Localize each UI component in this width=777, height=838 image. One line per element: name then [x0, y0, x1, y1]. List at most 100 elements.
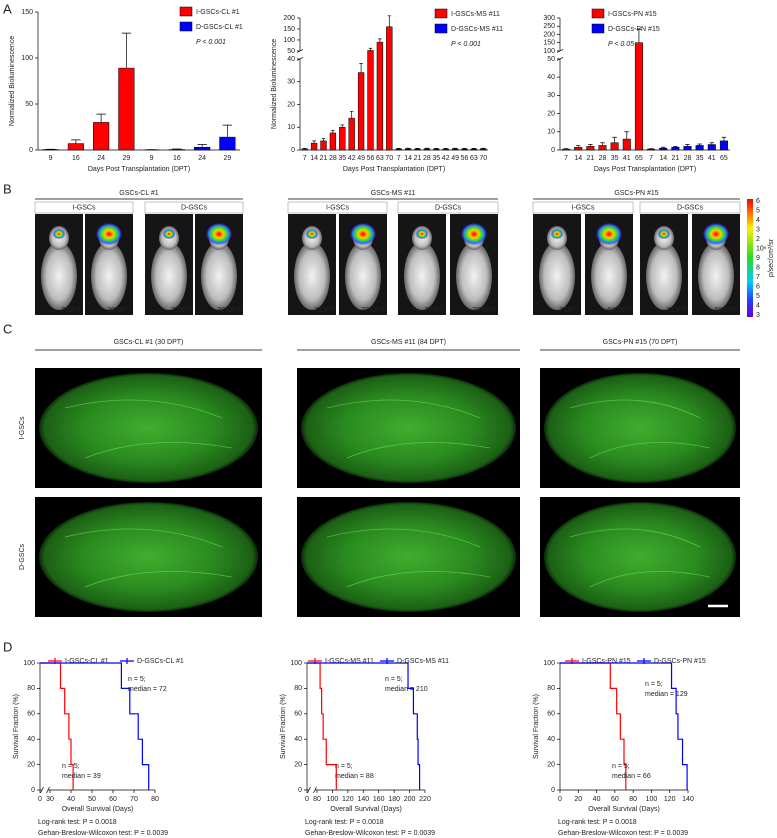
image-label: 7 DPT [424, 307, 445, 314]
signal [350, 223, 376, 245]
y-tick-label: 0 [551, 147, 555, 154]
legend-swatch [434, 8, 448, 19]
bar [480, 148, 487, 151]
y-tick-label: 10 [287, 124, 295, 131]
bar [67, 143, 84, 151]
mouse-body [151, 242, 187, 310]
colorbar-label: 7 [756, 274, 760, 281]
x-tick-label: 41 [708, 155, 716, 162]
mouse-body [698, 242, 734, 310]
mouse-body [201, 242, 237, 310]
tissue-detail [326, 528, 491, 588]
tissue-detail [569, 399, 711, 459]
legend-swatch [179, 21, 193, 32]
x-tick-label: 24 [198, 155, 206, 162]
error-bar [636, 29, 642, 43]
annotation: n = 5; [335, 763, 353, 770]
y-tick-label: 40 [287, 56, 295, 63]
bar [376, 41, 384, 151]
y-axis-label: Survival Fraction (%) [280, 694, 287, 759]
x-tick-label: 80 [629, 796, 637, 803]
bar [574, 147, 583, 151]
footnote: Gehan-Breslow-Wilcoxon test: P = 0.0039 [558, 830, 688, 837]
colorbar-label: 5 [756, 207, 760, 214]
colorbar-unit: p/sec/cm²/sr [768, 238, 775, 277]
bar [707, 144, 716, 151]
annotation: median = 66 [612, 773, 651, 780]
y-tick-label: 0 [29, 147, 33, 154]
x-tick-label: 9 [49, 155, 53, 162]
bar [442, 148, 449, 151]
y-tick-label: 100 [543, 48, 555, 55]
x-tick-label: 16 [72, 155, 80, 162]
y-tick-label: 20 [27, 761, 35, 768]
error-bar [612, 136, 617, 143]
colorbar-label: 8 [756, 264, 760, 271]
colorbar-label: 6 [756, 198, 760, 205]
y-tick-label: 10 [547, 129, 555, 136]
brain-section [39, 502, 258, 612]
error-bar [697, 143, 702, 146]
x-tick-label: 60 [109, 796, 117, 803]
legend-label: D-GSCs-CL #1 [196, 24, 243, 31]
y-tick-label: 200 [543, 31, 555, 38]
colorbar-label: 3 [756, 226, 760, 233]
axis-break [313, 786, 317, 794]
bar [301, 148, 308, 151]
y-tick-label: 0 [291, 147, 295, 154]
legend-label: I-GSCs-PN #15 [608, 11, 657, 18]
x-tick-label: 60 [611, 796, 619, 803]
signal [206, 223, 232, 245]
x-tick-label: 120 [664, 796, 676, 803]
x-tick-label: 14 [659, 155, 667, 162]
y-tick-label: 60 [27, 711, 35, 718]
bar [461, 148, 468, 151]
x-tick-label: 65 [635, 155, 643, 162]
legend-label: D-GSCs-MS #11 [451, 26, 503, 33]
y-tick-label: 250 [543, 23, 555, 30]
footnote: Log-rank test: P = 0.0018 [558, 819, 637, 826]
mouse-body [539, 242, 575, 310]
error-bar [121, 32, 132, 69]
axis-break [307, 786, 311, 794]
histology-title: GSCs-MS #11 (84 DPT) [371, 339, 446, 346]
colorbar-label: 5 [756, 293, 760, 300]
footnote: Log-rank test: P = 0.0018 [38, 819, 117, 826]
x-tick-label: 50 [88, 796, 96, 803]
error-bar [563, 148, 569, 150]
y-axis-label: Survival Fraction (%) [13, 694, 20, 759]
brain-section [301, 373, 516, 483]
image-label: 7 DPT [61, 307, 82, 314]
colorbar-label: 10⁶ [756, 245, 767, 252]
error-bar [172, 148, 182, 150]
x-tick-label: 70 [130, 796, 138, 803]
subgroup-label: I-GSCs [73, 204, 96, 211]
legend-label: I-GSCs-CL #1 [196, 9, 240, 16]
survival-curve [40, 662, 74, 790]
bar [622, 138, 631, 151]
x-axis-label: Days Post Transplantation (DPT) [343, 166, 445, 173]
subgroup-label: D-GSCs [435, 204, 462, 211]
legend-label: D-GSCs-PN #15 [654, 658, 706, 665]
y-tick-label: 80 [547, 685, 555, 692]
error-bar [359, 63, 363, 73]
y-tick-label: 150 [543, 40, 555, 47]
x-tick-label: 40 [593, 796, 601, 803]
y-tick-label: 20 [287, 101, 295, 108]
annotation: n = 5; [128, 676, 146, 683]
subgroup-header [532, 201, 634, 214]
error-bar [222, 124, 233, 138]
image-label: 7 DPT [171, 307, 192, 314]
x-tick-label: 63 [470, 155, 478, 162]
signal [461, 223, 487, 245]
x-tick-label: 0 [558, 796, 562, 803]
x-tick-label: 29 [223, 155, 231, 162]
survival-curve [307, 662, 421, 790]
footnote: Log-rank test: P = 0.0018 [305, 819, 384, 826]
survival-curve [560, 662, 688, 790]
y-tick-label: 200 [283, 15, 295, 22]
y-tick-label: 30 [287, 79, 295, 86]
y-tick-label: 150 [283, 26, 295, 33]
x-tick-label: 20 [574, 796, 582, 803]
signal [596, 223, 622, 245]
